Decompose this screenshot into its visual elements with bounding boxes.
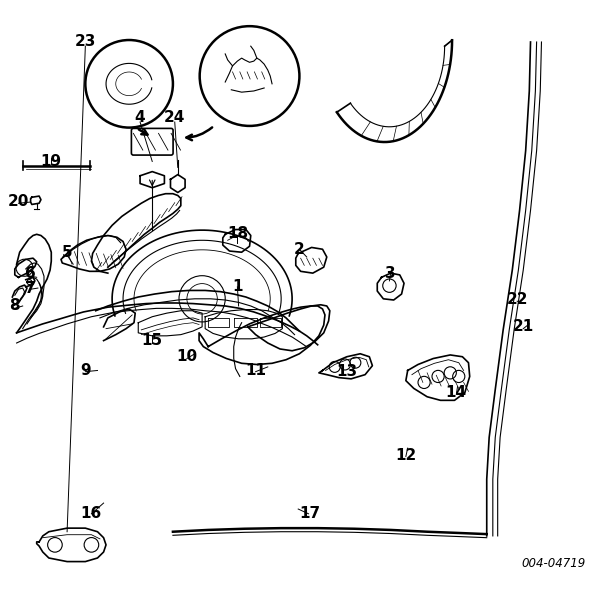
Text: 3: 3 bbox=[386, 266, 396, 281]
Text: 12: 12 bbox=[395, 448, 417, 463]
Text: 24: 24 bbox=[164, 110, 185, 125]
Text: 22: 22 bbox=[507, 292, 528, 307]
Text: 16: 16 bbox=[81, 506, 102, 521]
Text: 8: 8 bbox=[10, 298, 20, 313]
Text: 10: 10 bbox=[177, 349, 197, 364]
Text: 004-04719: 004-04719 bbox=[521, 557, 585, 571]
Text: 4: 4 bbox=[135, 110, 145, 125]
Text: 9: 9 bbox=[80, 363, 90, 378]
Text: 21: 21 bbox=[513, 319, 534, 334]
Text: 11: 11 bbox=[245, 363, 266, 378]
Text: 19: 19 bbox=[41, 154, 62, 169]
Text: 13: 13 bbox=[336, 364, 357, 379]
Text: 1: 1 bbox=[232, 280, 243, 295]
Text: 18: 18 bbox=[227, 226, 248, 241]
Text: 2: 2 bbox=[294, 242, 305, 257]
Text: 5: 5 bbox=[62, 245, 73, 260]
Text: 17: 17 bbox=[300, 506, 321, 521]
Text: 6: 6 bbox=[25, 266, 36, 281]
Text: 15: 15 bbox=[142, 333, 163, 348]
Text: 14: 14 bbox=[446, 385, 467, 400]
Text: 7: 7 bbox=[25, 281, 36, 296]
Text: 23: 23 bbox=[75, 34, 96, 49]
Text: 20: 20 bbox=[8, 194, 29, 209]
